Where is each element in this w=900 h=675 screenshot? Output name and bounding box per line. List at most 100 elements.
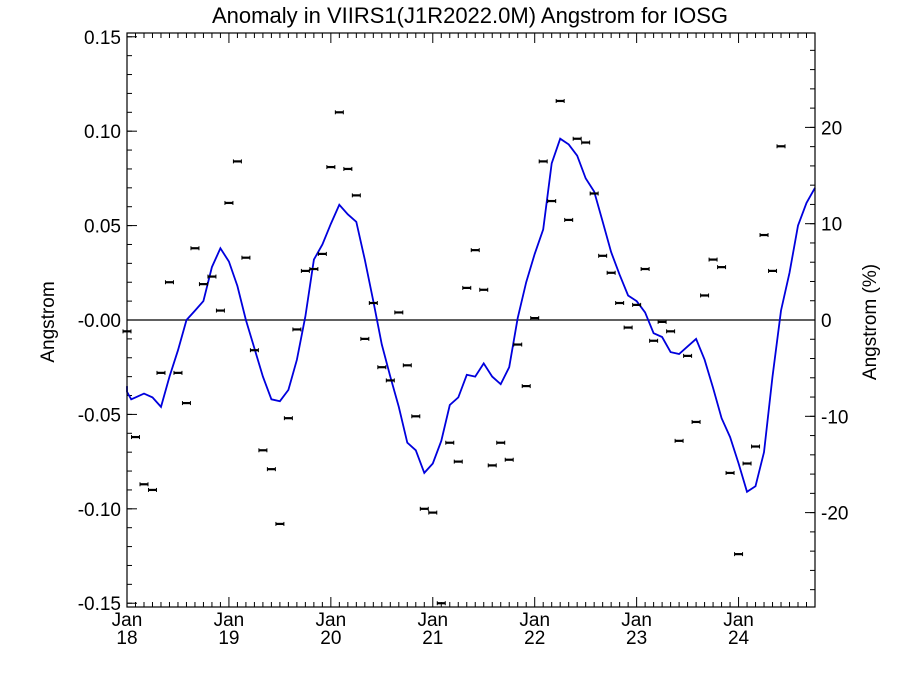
x-tick-label-month: Jan: [417, 610, 448, 631]
x-tick-label-month: Jan: [621, 610, 652, 631]
data-point: [317, 251, 327, 256]
data-point: [742, 461, 752, 466]
data-point: [666, 329, 676, 334]
data-point: [368, 301, 378, 306]
data-point: [462, 285, 472, 290]
data-point: [521, 384, 531, 389]
data-point: [419, 506, 429, 511]
data-point: [147, 487, 157, 492]
y-tick-label: 0.05: [84, 217, 121, 238]
data-point: [300, 268, 310, 273]
data-point: [572, 136, 582, 141]
data-point: [657, 319, 667, 324]
x-tick-label-year: 22: [524, 628, 545, 649]
data-point: [139, 482, 149, 487]
data-point: [232, 159, 242, 164]
data-point: [700, 293, 710, 298]
x-tick-label-year: 19: [218, 628, 239, 649]
x-tick-label-year: 21: [422, 628, 443, 649]
data-point: [640, 267, 650, 272]
data-point: [674, 438, 684, 443]
data-point: [717, 265, 727, 270]
data-point: [292, 327, 302, 332]
y-axis-label: Angstrom: [38, 281, 59, 362]
axis-ticks: 0.15 0.10 0.05 -0.00 -0.05 -0.10 -0.15 20 10 0 -10…: [78, 28, 849, 649]
data-point: [683, 353, 693, 358]
x-tick-label-month: Jan: [519, 610, 550, 631]
data-point: [487, 463, 497, 468]
data-point: [564, 217, 574, 222]
y2-axis-label: Angstrom (%): [860, 264, 881, 380]
data-point: [751, 444, 761, 449]
data-point: [479, 287, 489, 292]
y2-tick-label: 20: [821, 118, 842, 139]
data-point: [632, 302, 642, 307]
data-point: [598, 253, 608, 258]
x-tick-label-year: 23: [626, 628, 647, 649]
data-point: [411, 414, 421, 419]
y-tick-label: -0.00: [78, 311, 121, 332]
data-point: [360, 336, 370, 341]
data-point: [538, 159, 548, 164]
data-point: [725, 470, 735, 475]
data-point: [334, 110, 344, 115]
data-point: [351, 193, 361, 198]
data-point: [283, 416, 293, 421]
data-point: [258, 448, 268, 453]
smoothed-line-layer: [126, 137, 816, 494]
data-point: [241, 255, 251, 260]
data-point: [402, 363, 412, 368]
x-tick-label-year: 20: [320, 628, 341, 649]
y2-tick-label: 0: [821, 311, 832, 332]
data-point: [513, 342, 523, 347]
y-tick-label: 0.10: [84, 122, 121, 143]
data-point: [581, 140, 591, 145]
chart-title: Anomaly in VIIRS1(J1R2022.0M) Angstrom f…: [212, 3, 728, 28]
data-point: [173, 370, 183, 375]
data-point: [623, 325, 633, 330]
data-point: [589, 191, 599, 196]
data-point: [130, 435, 140, 440]
data-point: [768, 268, 778, 273]
data-point: [309, 267, 319, 272]
x-tick-label-month: Jan: [316, 610, 347, 631]
data-point: [190, 246, 200, 251]
x-tick-label-year: 18: [116, 628, 137, 649]
data-point: [428, 510, 438, 515]
data-point: [649, 338, 659, 343]
x-tick-label-month: Jan: [723, 610, 754, 631]
data-point: [504, 457, 514, 462]
data-point: [385, 378, 395, 383]
data-point: [207, 274, 217, 279]
plot-frame: [126, 32, 816, 608]
data-point: [615, 301, 625, 306]
y2-tick-label: 10: [821, 215, 842, 236]
data-point: [156, 370, 166, 375]
data-point: [326, 165, 336, 170]
data-point: [734, 552, 744, 557]
data-point: [547, 199, 557, 204]
data-point: [377, 365, 387, 370]
data-point: [249, 348, 259, 353]
data-point: [708, 257, 718, 262]
y-tick-label: 0.15: [84, 28, 121, 49]
data-point: [164, 280, 174, 285]
y2-tick-label: -20: [821, 504, 848, 525]
monthly-points-layer: [122, 98, 786, 606]
data-point: [776, 144, 786, 149]
data-point: [470, 248, 480, 253]
x-tick-label-month: Jan: [214, 610, 245, 631]
data-point: [394, 310, 404, 315]
y-tick-label: -0.05: [78, 405, 121, 426]
data-point: [181, 401, 191, 406]
data-point: [445, 440, 455, 445]
x-tick-label-year: 24: [728, 628, 750, 649]
data-point: [555, 98, 565, 103]
data-point: [691, 419, 701, 424]
y2-tick-label: -10: [821, 407, 848, 428]
data-point: [275, 521, 285, 526]
y-tick-label: -0.10: [78, 500, 121, 521]
data-point: [436, 601, 446, 606]
data-point: [198, 282, 208, 287]
